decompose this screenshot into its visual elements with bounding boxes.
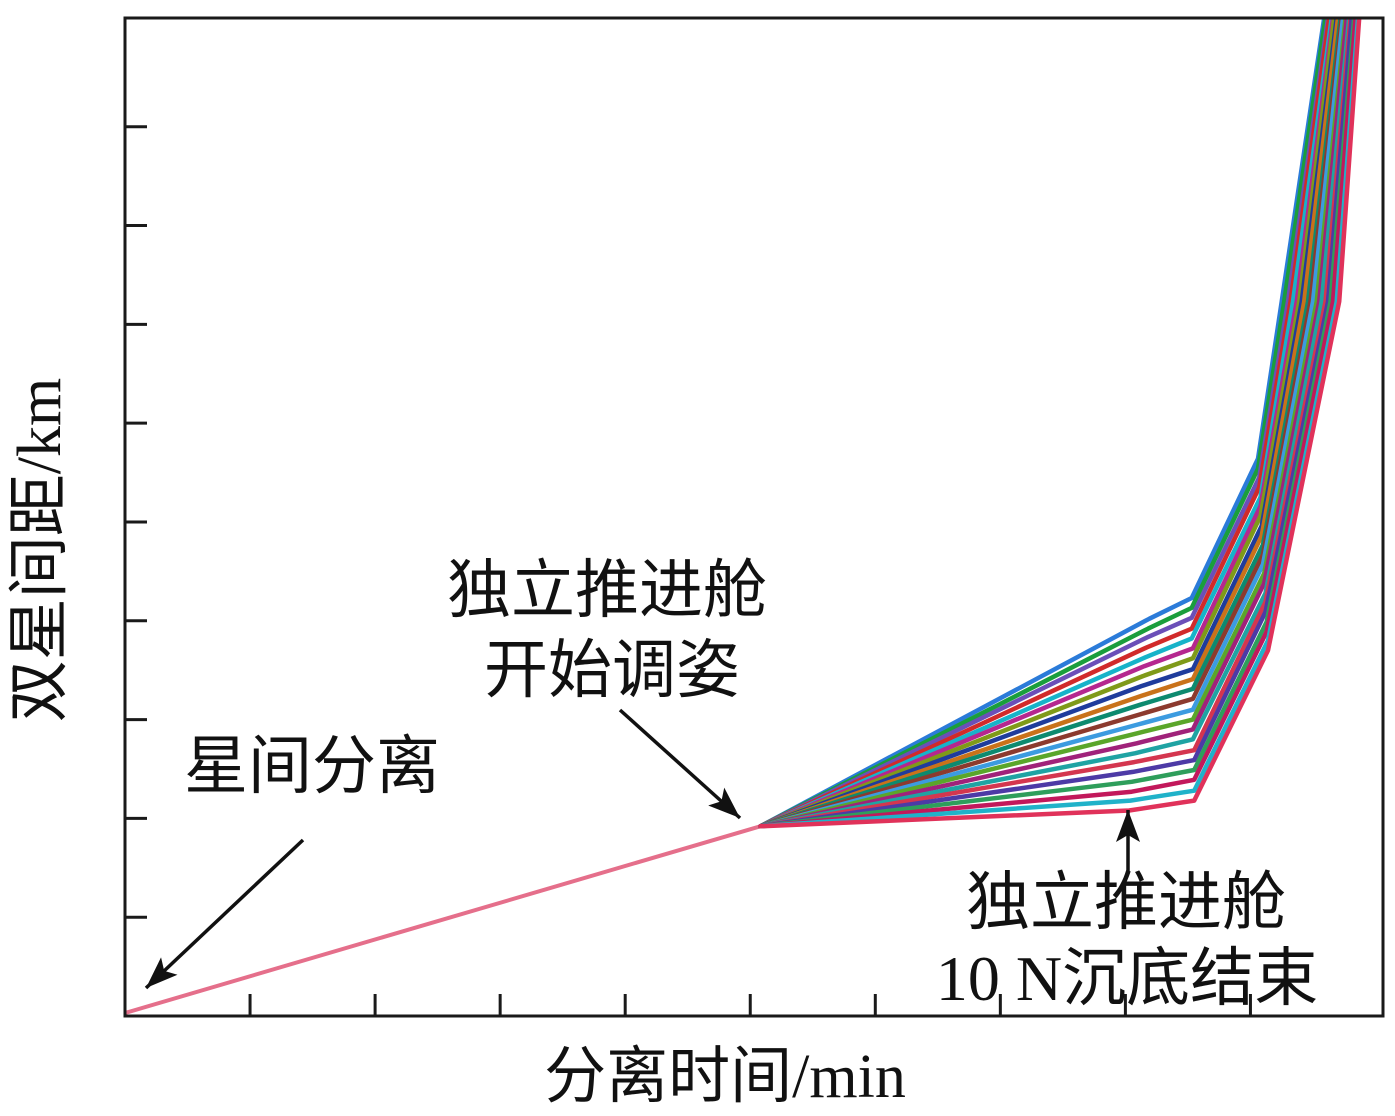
series-line [758,18,1361,829]
y-axis-label: 双星间距/km [6,378,74,722]
axis-ticks [125,125,1252,1016]
series-line [758,18,1348,829]
annotation-arrow [144,838,305,990]
series-line [758,18,1327,829]
series-line [758,18,1358,829]
series-line [758,18,1344,829]
series-line [125,824,763,1015]
series-line [758,18,1354,829]
series-line [758,18,1352,829]
series-line [758,18,1339,829]
series-line [758,18,1357,829]
annotation-attitude-start-line2: 开始调姿 [484,635,740,706]
x-axis-label: 分离时间/min [544,1043,906,1111]
plot-frame [123,16,1385,1018]
series-line [758,18,1334,829]
annotation-attitude-start: 独立推进舱 开始调姿 [447,555,767,820]
series-line [758,18,1362,829]
series-line [758,18,1341,829]
annotation-settling-end: 独立推进舱 10 N沉底结束 [936,810,1318,1014]
series-line [758,18,1349,829]
annotation-attitude-start-line1: 独立推进舱 [447,555,767,626]
series-line [758,18,1346,829]
annotation-settling-end-line1: 独立推进舱 [966,867,1286,938]
series-line [758,18,1343,829]
annotation-separation-label: 星间分离 [184,731,440,802]
plot-series [125,18,1362,1015]
series-line [758,18,1328,829]
series-line [758,18,1337,829]
series-line [758,18,1353,829]
annotation-arrow [618,708,742,820]
series-line [758,18,1331,829]
annotation-settling-end-line2: 10 N沉底结束 [936,943,1318,1014]
series-line [758,18,1332,829]
annotation-separation: 星间分离 [144,731,440,990]
series-line [758,18,1336,829]
